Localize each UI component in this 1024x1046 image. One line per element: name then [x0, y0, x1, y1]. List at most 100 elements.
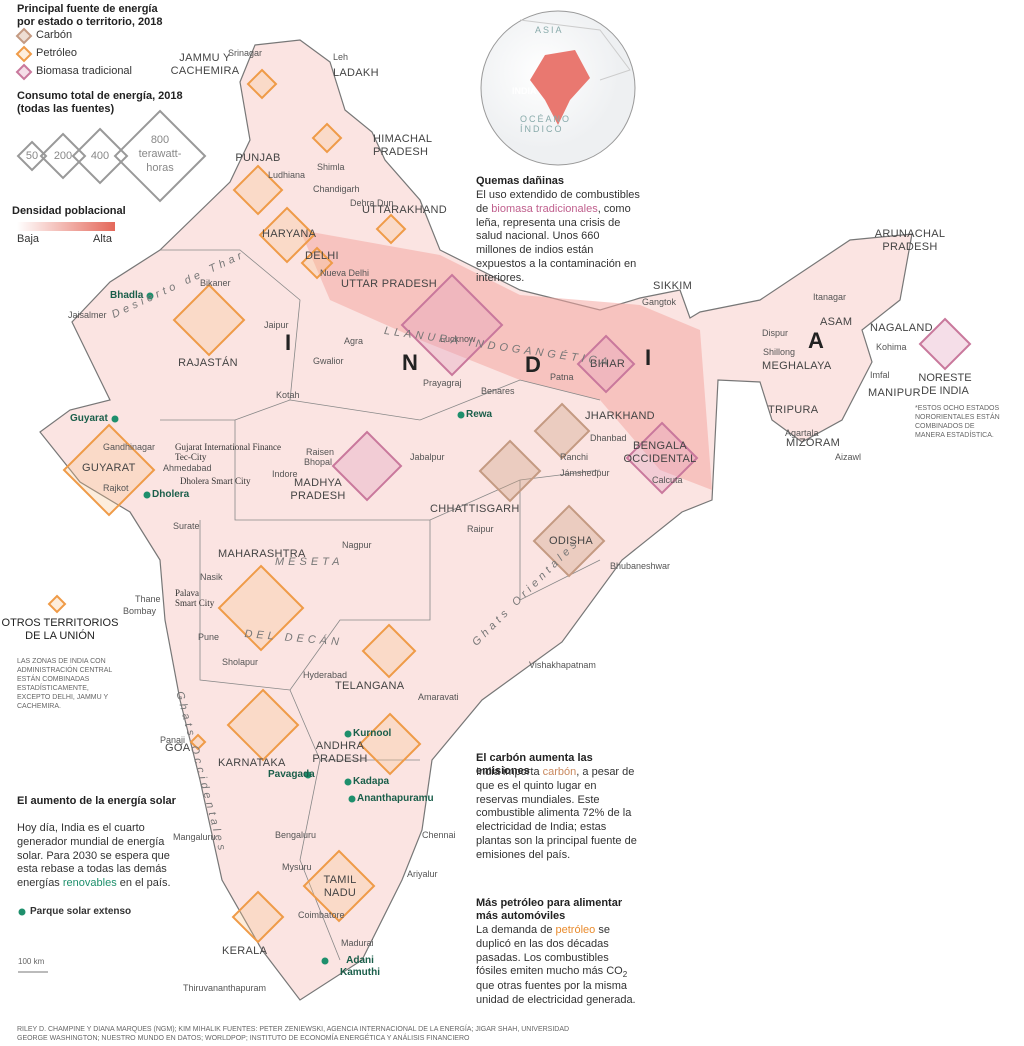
text-part: renovables [62, 877, 117, 889]
solar-legend: Parque solar extenso [30, 906, 132, 917]
size-label: 400 [90, 150, 110, 162]
text-part: , como leña, representa una crisis de sa… [476, 202, 637, 284]
diamond [300, 246, 334, 280]
size-label: 200 [53, 150, 73, 162]
ne-note: *ESTOS OCHO ESTADOS NORORIENTALES ESTÁN … [915, 405, 1000, 440]
legend-entry: Petróleo [36, 47, 77, 59]
credits: RILEY D. CHAMPINE Y DIANA MARQUES (NGM);… [17, 1026, 570, 1043]
city-label: Kohima [876, 342, 907, 352]
solar-park [304, 771, 312, 779]
city-label: Indore [272, 469, 298, 479]
city-label: Agra [344, 336, 364, 346]
diamond [532, 504, 606, 578]
city-label: Shillong [763, 347, 796, 357]
diamond [172, 283, 246, 357]
city-label: Ahmedabad [163, 463, 212, 473]
solar-label: Kadapa [353, 776, 390, 787]
city-label: Benares [481, 386, 515, 396]
solar-label: Bhadla [110, 290, 144, 301]
city-label: Chennai [422, 830, 456, 840]
globe-label: INDIA [512, 86, 537, 96]
city-label: Gwalior [313, 356, 344, 366]
region-label: TRIPURA [768, 404, 819, 416]
city-label: Dehra Dun [350, 198, 394, 208]
note-title: El aumento de la energía solar [17, 795, 176, 807]
region-label: TELANGANA [335, 680, 405, 692]
region-label: MANIPUR [868, 387, 921, 399]
globe [480, 10, 636, 166]
diamond [361, 623, 417, 679]
diamond [15, 63, 33, 81]
region-label: KARNATAKA [218, 757, 286, 769]
text-part: India importa [476, 766, 543, 778]
country-letter: A [808, 328, 824, 353]
diamond [400, 273, 504, 377]
city-label: Thane [135, 594, 161, 604]
diamond [231, 890, 285, 944]
globe-label: ASIA [535, 25, 564, 35]
legend-entry: Biomasa tradicional [36, 65, 132, 77]
city-label: Vishakhapatnam [529, 660, 596, 670]
region-label: RAJASTÁN [178, 357, 238, 369]
region-label: MADHYA PRADESH [290, 477, 346, 502]
solar-label: Pavagada [268, 769, 315, 780]
smart-city-label: Palava Smart City [175, 588, 215, 609]
region-label: UTTAR PRADESH [341, 278, 437, 290]
city-label: Surate [173, 521, 200, 531]
region-label: ASAM [820, 316, 853, 328]
city-label: Prayagraj [423, 378, 462, 388]
solar-park [146, 292, 154, 300]
region-label: TAMIL NADU [323, 874, 357, 899]
text-part: que otras fuentes por la misma unidad de… [476, 980, 636, 1007]
city-label: Thiruvananthapuram [183, 983, 267, 993]
size-key [16, 140, 48, 172]
diamond [15, 27, 33, 45]
city-label: Agartala [785, 428, 819, 438]
city-label: Patna [550, 372, 574, 382]
smart-city-label: Dholera Smart City [180, 476, 251, 486]
ut-body: LAS ZONAS DE INDIA CON ADMINISTRACIÓN CE… [17, 658, 113, 711]
city-label: Jámshedpur [560, 468, 610, 478]
region-label: MAHARASHTRA [218, 548, 306, 560]
city-label: Nasik [200, 572, 223, 582]
city-label: Bengaluru [275, 830, 317, 840]
ne-title: NORESTE DE INDIA [918, 372, 972, 397]
region-label: UTTARAKHAND [362, 204, 447, 216]
city-label: Ludhiana [268, 170, 306, 180]
diamond [258, 206, 316, 264]
city-label: Gangtok [642, 297, 677, 307]
city-label: Calcuta [652, 475, 683, 485]
city-label: Lucknow [440, 334, 476, 344]
size-key [71, 127, 129, 185]
note-title: Quemas dañinas [476, 175, 565, 187]
city-label: Bhopal [304, 457, 333, 467]
note-body: El uso extendido de combustibles de biom… [476, 189, 641, 285]
city-label: Jaisalmer [68, 310, 107, 320]
diamond [217, 564, 305, 652]
city-label: Coimbatore [298, 910, 345, 920]
city-label: Bombay [123, 606, 157, 616]
region-label: NAGALAND [870, 322, 933, 334]
diamond [375, 213, 407, 245]
region-label: ANDHRA PRADESH [312, 740, 368, 765]
region-label: MIZORAM [786, 437, 841, 449]
city-label: Bikaner [200, 278, 231, 288]
diamond [62, 423, 156, 517]
text-part: , a pesar de que es el quinto lugar en r… [476, 766, 637, 861]
diamond [625, 421, 699, 495]
city-label: Aizawl [835, 452, 862, 462]
city-label: Mangaluru [173, 832, 216, 842]
smart-city-label: Gujarat International Finance Tec-City [175, 442, 281, 463]
note-title: Más petróleo para alimentar más automóvi… [476, 897, 623, 922]
region-label: CHHATTISGARH [430, 503, 520, 515]
region-label: LADAKH [333, 67, 379, 79]
size-key [113, 109, 207, 203]
city-label: Shimla [317, 162, 345, 172]
diamond [533, 402, 591, 460]
text-part: 2 [622, 970, 628, 980]
diamond [189, 733, 207, 751]
diamond [358, 712, 422, 776]
text-part: La demanda de [476, 924, 556, 936]
